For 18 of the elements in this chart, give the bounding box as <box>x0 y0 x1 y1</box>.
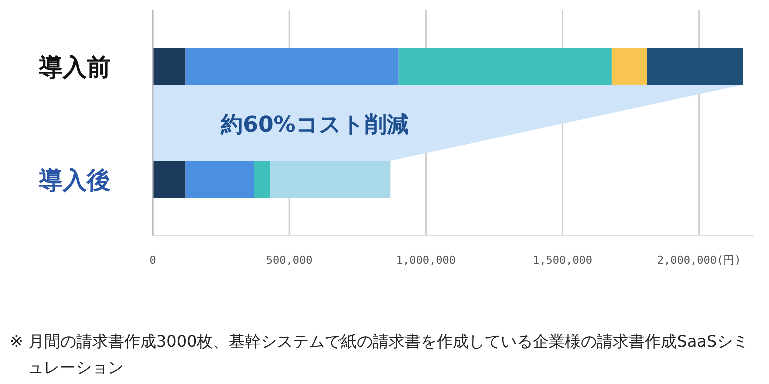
bar <box>153 161 186 198</box>
x-tick-label: 1,000,000 <box>396 254 456 267</box>
bar <box>270 161 391 198</box>
x-tick-label: 500,000 <box>266 254 313 267</box>
bar <box>398 48 612 85</box>
x-tick-label: 2,000,000(円) <box>657 254 742 267</box>
bar <box>186 161 254 198</box>
bar <box>647 48 744 85</box>
bar <box>153 48 186 85</box>
bar <box>612 48 648 85</box>
annotation: 約60%コスト削減 <box>220 113 409 138</box>
text: ※ 月間の請求書作成3000枚、基幹システムで紙の請求書を作成している企業様の請求書作成SaaSシミュレーション <box>10 332 750 377</box>
bar <box>254 161 270 198</box>
y-tick-label: 導入後 <box>38 166 111 194</box>
y-tick-label: 導入前 <box>38 54 111 82</box>
x-tick-label: 1,500,000 <box>532 254 593 267</box>
x-tick-label: 0 <box>150 254 156 267</box>
bar <box>186 48 399 85</box>
